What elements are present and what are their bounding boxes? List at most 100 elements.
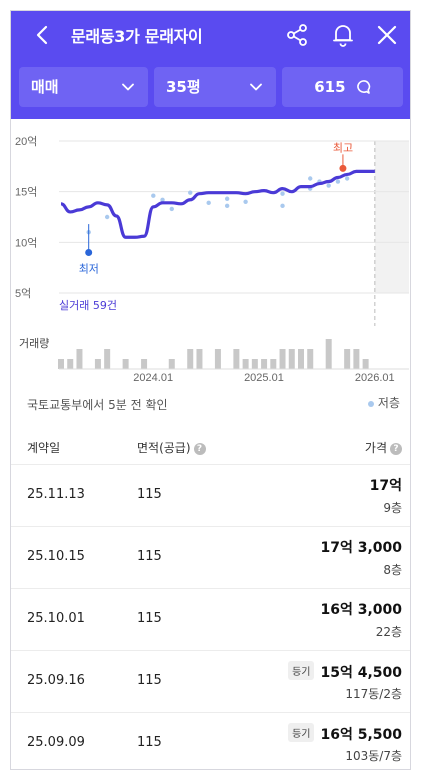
x-tick-label: 2024.01 — [133, 372, 173, 381]
forecast-area — [374, 141, 409, 293]
y-tick-label: 20억 — [15, 135, 37, 148]
close-icon[interactable] — [373, 21, 401, 49]
share-icon[interactable] — [283, 21, 311, 49]
trade-count-annotation: 실거래 59건 — [59, 299, 117, 312]
transaction-point — [160, 197, 165, 202]
volume-bar — [270, 359, 277, 369]
volume-bar — [233, 349, 240, 369]
header-date: 계약일 — [27, 441, 61, 455]
volume-bar — [187, 349, 194, 369]
row-area: 115 — [137, 487, 162, 502]
low-marker-label: 최저 — [79, 262, 99, 275]
transaction-point — [104, 214, 110, 220]
volume-bar — [122, 359, 129, 369]
volume-bar — [214, 349, 221, 369]
volume-bar — [298, 349, 304, 369]
x-tick-label: 2026.01 — [355, 372, 395, 381]
filter-bar: 매매 35평 615 — [11, 67, 410, 109]
row-price-value: 16억 5,500 — [320, 727, 402, 743]
row-date: 25.09.16 — [27, 673, 85, 688]
table-row[interactable]: 25.09.16 115 등기 15억 4,500 117동/2층 — [11, 651, 410, 713]
transaction-point — [280, 191, 285, 196]
volume-bar — [76, 349, 83, 369]
transaction-point — [326, 183, 331, 188]
volume-bar — [94, 359, 101, 369]
table-row[interactable]: 25.10.01 115 16억 3,000 22층 — [11, 589, 410, 651]
back-arrow-icon[interactable] — [29, 21, 57, 49]
x-tick-label: 2025.01 — [244, 372, 284, 381]
high-marker-label: 최고 — [333, 141, 353, 154]
y-tick-label: 15억 — [15, 186, 37, 199]
row-floor: 117동/2층 — [345, 687, 402, 701]
header: 문래동3가 문래자이 매매 — [11, 11, 410, 119]
volume-bar — [168, 359, 175, 369]
y-tick-label: 10억 — [15, 236, 37, 249]
row-floor: 103동/7층 — [345, 749, 402, 763]
low-floor-dot-icon — [367, 400, 374, 407]
transaction-point — [224, 196, 230, 201]
table-header: 계약일 면적(공급)? 가격? — [11, 431, 410, 465]
chart-legend: 저층 — [367, 394, 400, 411]
volume-bar — [362, 359, 369, 369]
row-area: 115 — [137, 611, 162, 626]
app-frame: 문래동3가 문래자이 매매 — [10, 10, 411, 770]
row-floor: 9층 — [383, 501, 402, 515]
volume-bar — [141, 359, 148, 369]
high-marker-dot — [339, 164, 347, 172]
row-area: 115 — [137, 673, 162, 688]
transaction-point — [206, 200, 211, 206]
volume-bar — [67, 359, 74, 369]
volume-bar — [196, 349, 203, 369]
deal-type-dropdown[interactable]: 매매 — [19, 67, 148, 107]
volume-bar — [307, 349, 314, 369]
transaction-list: 25.11.13 115 17억 9층 25.10.15 115 17억 3,0… — [11, 465, 410, 769]
volume-bar — [251, 359, 258, 369]
volume-bar — [325, 339, 332, 369]
chevron-down-icon — [250, 83, 262, 91]
volume-bar — [261, 359, 268, 369]
volume-bar — [104, 349, 111, 369]
y-tick-label: 5억 — [15, 287, 31, 300]
transaction-point — [344, 176, 350, 181]
size-dropdown[interactable]: 35평 — [154, 67, 276, 107]
header-area-label: 면적(공급) — [137, 441, 191, 455]
volume-bar — [353, 349, 360, 369]
legend-label: 저층 — [377, 396, 400, 410]
transaction-point — [188, 190, 193, 195]
deal-type-label: 매매 — [31, 78, 59, 96]
header-price: 가격? — [365, 439, 402, 456]
transaction-point — [308, 176, 313, 181]
table-row[interactable]: 25.11.13 115 17억 9층 — [11, 465, 410, 527]
table-row[interactable]: 25.10.15 115 17억 3,000 8층 — [11, 527, 410, 589]
bell-icon[interactable] — [329, 21, 357, 49]
chevron-down-icon — [122, 83, 134, 91]
row-floor: 8층 — [383, 563, 402, 577]
volume-bar — [288, 349, 295, 369]
chat-bubble-icon — [356, 80, 370, 94]
row-price: 17억 — [369, 478, 402, 494]
row-date: 25.10.15 — [27, 549, 85, 564]
comments-button[interactable]: 615 — [282, 67, 403, 107]
registered-badge: 등기 — [288, 661, 315, 680]
transaction-point — [224, 203, 230, 209]
question-icon[interactable]: ? — [390, 442, 402, 455]
transaction-point — [243, 199, 248, 204]
row-area: 115 — [137, 735, 162, 750]
price-trend-line — [60, 169, 375, 239]
question-icon[interactable]: ? — [193, 442, 206, 455]
volume-bar — [344, 349, 351, 369]
row-price: 등기 15억 4,500 — [288, 661, 402, 682]
row-price: 등기 16억 5,500 — [288, 723, 402, 744]
volume-bar — [58, 359, 64, 369]
low-marker-dot — [85, 248, 93, 256]
row-date: 25.11.13 — [27, 487, 85, 502]
row-floor: 22층 — [375, 625, 402, 639]
row-date: 25.09.09 — [27, 735, 85, 750]
row-area: 115 — [137, 549, 162, 564]
header-area: 면적(공급)? — [137, 439, 206, 456]
transaction-point — [169, 206, 174, 212]
table-row[interactable]: 25.09.09 115 등기 16억 5,500 103동/7층 — [11, 713, 410, 769]
row-price: 17억 3,000 — [320, 540, 402, 556]
transaction-point — [280, 203, 285, 209]
